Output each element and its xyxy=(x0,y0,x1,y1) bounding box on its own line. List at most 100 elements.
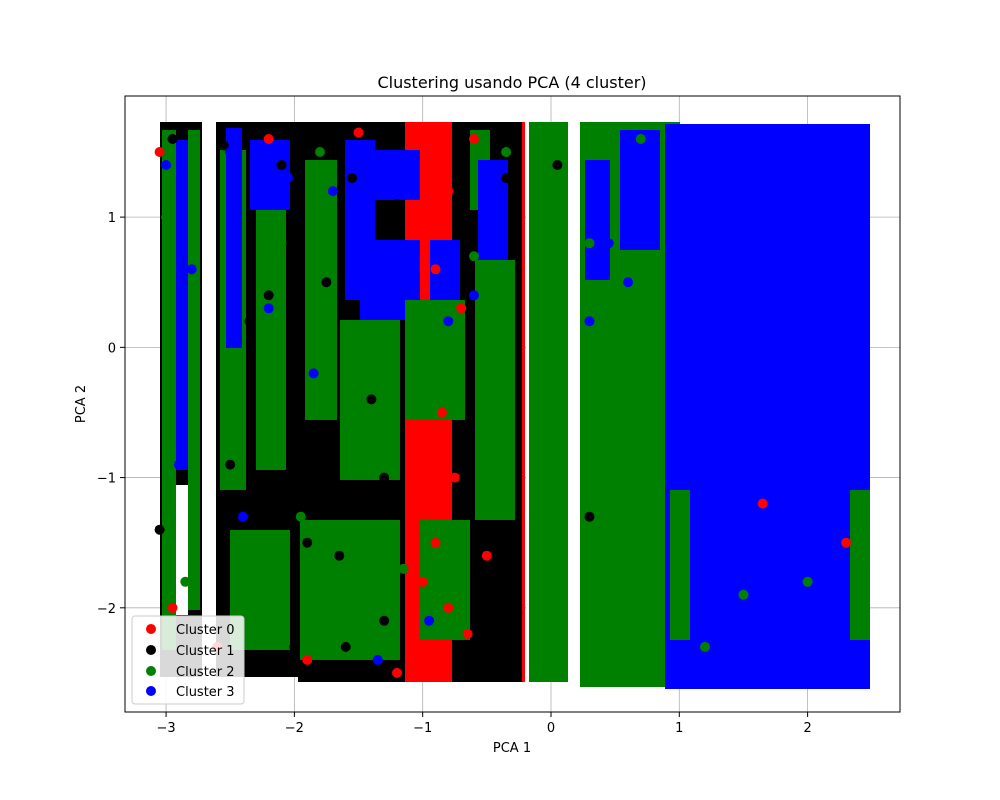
point-cluster-1 xyxy=(379,615,390,626)
point-cluster-1 xyxy=(289,641,300,652)
point-cluster-0 xyxy=(469,134,479,144)
band-cluster-2 xyxy=(300,520,400,660)
point-cluster-0 xyxy=(443,602,454,613)
point-cluster-0 xyxy=(417,576,428,587)
point-cluster-3 xyxy=(642,199,653,210)
point-cluster-2 xyxy=(623,641,633,652)
point-cluster-0 xyxy=(481,550,492,561)
point-cluster-1 xyxy=(244,316,255,327)
point-cluster-1 xyxy=(225,459,236,470)
point-cluster-2 xyxy=(340,420,351,431)
point-cluster-3 xyxy=(584,316,595,327)
band-cluster-3 xyxy=(250,140,290,210)
point-cluster-2 xyxy=(398,563,409,574)
gap xyxy=(568,122,580,682)
plot-frame xyxy=(124,95,901,713)
point-cluster-0 xyxy=(430,264,441,275)
x-tick-label: −3 xyxy=(156,721,175,736)
band-cluster-2 xyxy=(256,180,286,470)
point-cluster-0 xyxy=(757,498,768,509)
point-cluster-2 xyxy=(225,381,236,392)
point-cluster-3 xyxy=(225,147,236,157)
point-cluster-3 xyxy=(404,160,415,170)
point-cluster-3 xyxy=(853,173,864,183)
x-tick-label: 0 xyxy=(547,721,555,736)
point-cluster-2 xyxy=(700,641,710,652)
point-cluster-3 xyxy=(186,264,197,275)
legend-label-cluster-0: Cluster 0 xyxy=(176,623,235,638)
point-cluster-2 xyxy=(379,329,390,340)
x-tick-label: 2 xyxy=(803,721,811,736)
legend-marker-cluster-0 xyxy=(146,624,156,634)
legend-label-cluster-1: Cluster 1 xyxy=(176,644,235,659)
point-cluster-2 xyxy=(610,316,621,327)
point-cluster-2 xyxy=(738,589,749,600)
point-cluster-0 xyxy=(392,667,402,678)
point-cluster-3 xyxy=(789,576,800,587)
point-cluster-3 xyxy=(623,277,633,288)
point-cluster-1 xyxy=(488,667,499,678)
band-cluster-3 xyxy=(585,160,610,280)
point-cluster-0 xyxy=(353,127,364,138)
legend: Cluster 0 Cluster 1 Cluster 2 Cluster 3 xyxy=(131,615,245,705)
x-tick-label: 1 xyxy=(675,721,683,736)
legend-marker-cluster-2 xyxy=(146,666,156,676)
point-cluster-3 xyxy=(392,264,402,275)
point-cluster-3 xyxy=(751,251,762,262)
x-tick-label: −2 xyxy=(285,721,304,736)
point-cluster-2 xyxy=(359,628,370,639)
legend-marker-cluster-3 xyxy=(146,686,156,696)
point-cluster-2 xyxy=(584,238,595,249)
point-cluster-3 xyxy=(443,316,454,327)
point-cluster-0 xyxy=(456,303,467,314)
point-cluster-0 xyxy=(154,147,165,157)
point-cluster-0 xyxy=(436,407,447,418)
point-cluster-1 xyxy=(302,537,313,548)
point-cluster-1 xyxy=(347,173,358,183)
point-cluster-0 xyxy=(449,472,460,483)
point-cluster-1 xyxy=(167,134,178,144)
band-cluster-2 xyxy=(305,160,337,420)
point-cluster-1 xyxy=(154,524,165,535)
band-cluster-2 xyxy=(405,300,465,420)
cluster-bands xyxy=(160,122,870,689)
point-cluster-0 xyxy=(430,537,441,548)
point-cluster-1 xyxy=(218,140,229,151)
point-cluster-3 xyxy=(372,654,383,665)
point-cluster-1 xyxy=(501,173,512,183)
point-cluster-2 xyxy=(655,667,666,678)
point-cluster-2 xyxy=(501,147,512,157)
point-cluster-2 xyxy=(552,654,563,665)
point-cluster-3 xyxy=(353,225,364,236)
point-cluster-1 xyxy=(257,498,268,509)
point-cluster-3 xyxy=(173,459,184,470)
y-axis-label: PCA 2 xyxy=(74,385,89,423)
y-tick-label: −2 xyxy=(97,602,116,617)
x-axis-ticks: −3 −2 −1 0 1 2 xyxy=(156,712,812,736)
point-cluster-2 xyxy=(315,147,325,157)
point-cluster-0 xyxy=(443,186,454,197)
point-cluster-3 xyxy=(603,238,614,249)
point-cluster-1 xyxy=(584,511,595,522)
point-cluster-2 xyxy=(648,433,659,444)
band-cluster-2 xyxy=(162,130,176,650)
point-cluster-2 xyxy=(635,134,646,144)
point-cluster-1 xyxy=(340,641,351,652)
point-cluster-3 xyxy=(469,290,479,301)
point-cluster-0 xyxy=(167,602,178,613)
point-cluster-0 xyxy=(404,485,415,496)
point-cluster-1 xyxy=(308,446,319,457)
point-cluster-2 xyxy=(276,238,287,249)
point-cluster-0 xyxy=(436,225,447,236)
legend-label-cluster-3: Cluster 3 xyxy=(176,685,235,700)
point-cluster-3 xyxy=(161,160,172,170)
legend-box xyxy=(131,615,245,705)
y-tick-label: 0 xyxy=(108,341,116,356)
point-cluster-0 xyxy=(424,498,435,509)
point-cluster-3 xyxy=(283,173,293,183)
point-cluster-1 xyxy=(334,550,345,561)
point-cluster-2 xyxy=(161,212,172,223)
band-cluster-2 xyxy=(475,260,515,520)
point-cluster-2 xyxy=(250,589,261,600)
